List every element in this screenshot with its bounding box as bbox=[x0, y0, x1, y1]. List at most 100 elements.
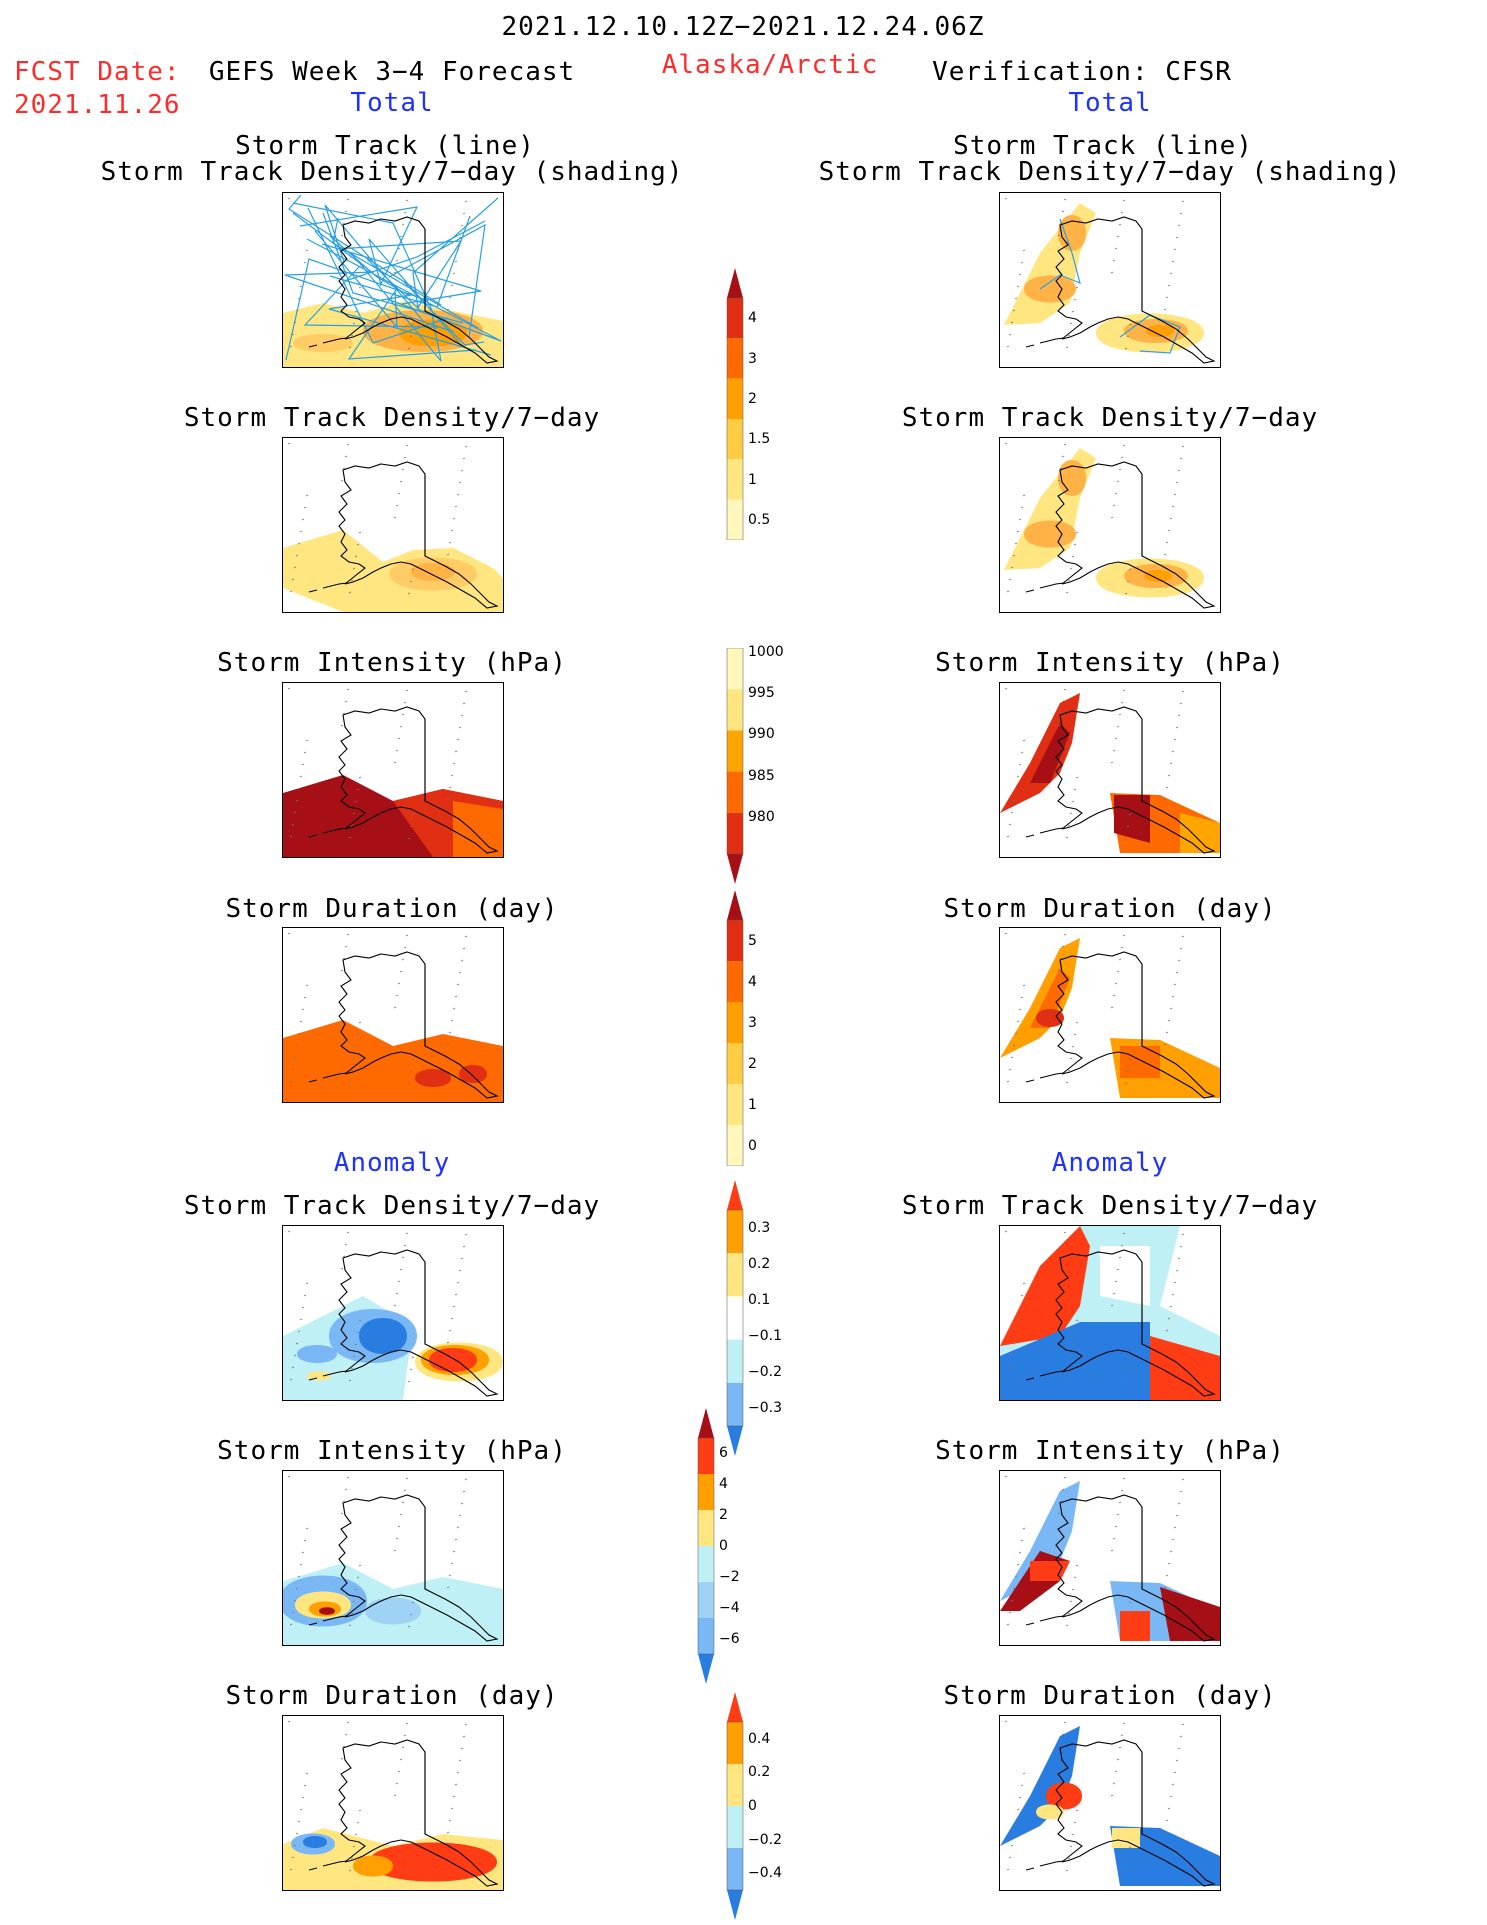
map-canvas bbox=[283, 1720, 503, 1890]
colorbar-swatch bbox=[727, 338, 743, 379]
left-total-label: Total bbox=[350, 88, 434, 118]
right-duration-title: Storm Duration (day) bbox=[943, 894, 1277, 924]
colorbar-duration-total bbox=[726, 890, 744, 1166]
colorbar-tick-label: 995 bbox=[748, 685, 775, 702]
colorbar-swatch bbox=[727, 1764, 743, 1806]
colorbar-swatch bbox=[727, 1253, 743, 1297]
colorbar-swatch bbox=[727, 812, 743, 854]
colorbar-swatch bbox=[698, 1582, 714, 1618]
colorbar-intensity-total bbox=[726, 648, 744, 884]
map-canvas bbox=[1000, 932, 1220, 1099]
colorbar-swatch bbox=[727, 1125, 743, 1166]
colorbar-tick-label: −4 bbox=[719, 1599, 740, 1616]
right-intensity-title: Storm Intensity (hPa) bbox=[935, 648, 1285, 678]
map-canvas bbox=[283, 442, 503, 612]
colorbar-swatch bbox=[727, 648, 743, 690]
map-canvas bbox=[1004, 442, 1216, 609]
colorbar-tick-label: 2 bbox=[748, 390, 757, 407]
colorbar-tick-label: −0.3 bbox=[748, 1400, 782, 1416]
colorbar-tick-label: 3 bbox=[748, 1014, 757, 1031]
right-density-title: Storm Track Density/7−day bbox=[901, 403, 1319, 433]
colorbar-swatch bbox=[727, 1002, 743, 1043]
left-column-title: GEFS Week 3−4 Forecast bbox=[208, 57, 576, 87]
left-duration-title: Storm Duration (day) bbox=[225, 894, 559, 924]
map-canvas bbox=[1000, 1226, 1220, 1400]
colorbar-tick-label: −0.2 bbox=[748, 1831, 782, 1848]
right-track-shading-title: Storm Track Density/7−day (shading) bbox=[818, 157, 1402, 187]
colorbar-swatch bbox=[727, 730, 743, 772]
map-canvas bbox=[283, 194, 503, 367]
colorbar-extend-bottom bbox=[698, 1654, 714, 1684]
colorbar-swatch bbox=[698, 1618, 714, 1654]
colorbar-tick-label: 5 bbox=[748, 932, 757, 949]
left-density-anom-title: Storm Track Density/7−day bbox=[183, 1191, 601, 1221]
map-canvas bbox=[1000, 687, 1220, 854]
fcst-date-value: 2021.11.26 bbox=[14, 90, 181, 120]
colorbar-tick-label: 0 bbox=[748, 1137, 757, 1154]
map-left-intensity-anom bbox=[282, 1470, 504, 1646]
map-right-track bbox=[999, 192, 1221, 368]
colorbar-swatch bbox=[727, 1722, 743, 1764]
colorbar-density-total bbox=[726, 268, 744, 540]
right-intensity-anom-title: Storm Intensity (hPa) bbox=[935, 1436, 1285, 1466]
colorbar-swatch bbox=[727, 499, 743, 540]
colorbar-swatch bbox=[727, 1210, 743, 1254]
map-left-density-anom bbox=[282, 1225, 504, 1401]
colorbar-tick-label: 0.4 bbox=[748, 1730, 771, 1747]
map-left-track bbox=[282, 192, 504, 368]
colorbar-swatch bbox=[727, 771, 743, 813]
map-right-duration bbox=[999, 927, 1221, 1103]
colorbar-tick-label: 980 bbox=[748, 808, 775, 825]
right-total-label: Total bbox=[1068, 88, 1152, 118]
left-anomaly-label: Anomaly bbox=[333, 1148, 451, 1178]
region-label: Alaska/Arctic bbox=[661, 50, 879, 80]
colorbar-swatch bbox=[698, 1546, 714, 1582]
right-duration-anom-title: Storm Duration (day) bbox=[943, 1681, 1277, 1711]
colorbar-tick-label: −0.1 bbox=[748, 1328, 782, 1344]
colorbar-density-anom bbox=[726, 1180, 744, 1456]
colorbar-tick-label: 0.3 bbox=[748, 1220, 771, 1236]
colorbar-tick-label: 0.2 bbox=[748, 1764, 771, 1781]
map-right-duration-anom bbox=[999, 1715, 1221, 1891]
left-intensity-title: Storm Intensity (hPa) bbox=[217, 648, 567, 678]
colorbar-tick-label: 2 bbox=[719, 1507, 728, 1524]
right-density-anom-title: Storm Track Density/7−day bbox=[901, 1191, 1319, 1221]
colorbar-tick-label: 985 bbox=[748, 767, 775, 784]
colorbar-swatch bbox=[698, 1474, 714, 1510]
colorbar-extend-bottom bbox=[727, 1890, 743, 1920]
left-duration-anom-title: Storm Duration (day) bbox=[225, 1681, 559, 1711]
colorbar-tick-label: 4 bbox=[748, 973, 757, 990]
map-canvas bbox=[1000, 1475, 1220, 1642]
map-left-duration-anom bbox=[282, 1715, 504, 1891]
period-title: 2021.12.10.12Z−2021.12.24.06Z bbox=[501, 12, 985, 42]
left-track-line-title: Storm Track (line) bbox=[235, 131, 535, 161]
colorbar-tick-label: 990 bbox=[748, 726, 775, 743]
map-right-density-anom bbox=[999, 1225, 1221, 1401]
colorbar-swatch bbox=[727, 378, 743, 419]
fcst-date-label: FCST Date: bbox=[14, 57, 181, 87]
colorbar-swatch bbox=[727, 1084, 743, 1125]
map-left-density bbox=[282, 437, 504, 613]
left-intensity-anom-title: Storm Intensity (hPa) bbox=[217, 1436, 567, 1466]
colorbar-tick-label: 1 bbox=[748, 471, 757, 488]
colorbar-tick-label: 6 bbox=[719, 1445, 728, 1462]
colorbar-tick-label: 0.5 bbox=[748, 511, 771, 528]
map-canvas bbox=[1004, 197, 1216, 364]
colorbar-tick-label: −2 bbox=[719, 1568, 740, 1585]
colorbar-intensity-anom bbox=[697, 1408, 715, 1684]
map-left-intensity bbox=[282, 682, 504, 858]
colorbar-swatch bbox=[727, 961, 743, 1002]
left-density-title: Storm Track Density/7−day bbox=[183, 403, 601, 433]
colorbar-swatch bbox=[727, 298, 743, 339]
colorbar-tick-label: 0 bbox=[719, 1538, 728, 1554]
colorbar-swatch bbox=[727, 459, 743, 500]
left-track-shading-title: Storm Track Density/7−day (shading) bbox=[100, 157, 684, 187]
colorbar-tick-label: 1 bbox=[748, 1096, 757, 1113]
colorbar-tick-label: −0.4 bbox=[748, 1865, 782, 1882]
map-canvas bbox=[283, 687, 503, 857]
right-track-line-title: Storm Track (line) bbox=[953, 131, 1253, 161]
colorbar-extend-bottom bbox=[727, 854, 743, 884]
colorbar-swatch bbox=[727, 1296, 743, 1340]
colorbar-tick-label: 0 bbox=[748, 1798, 757, 1814]
map-canvas bbox=[283, 1230, 503, 1400]
